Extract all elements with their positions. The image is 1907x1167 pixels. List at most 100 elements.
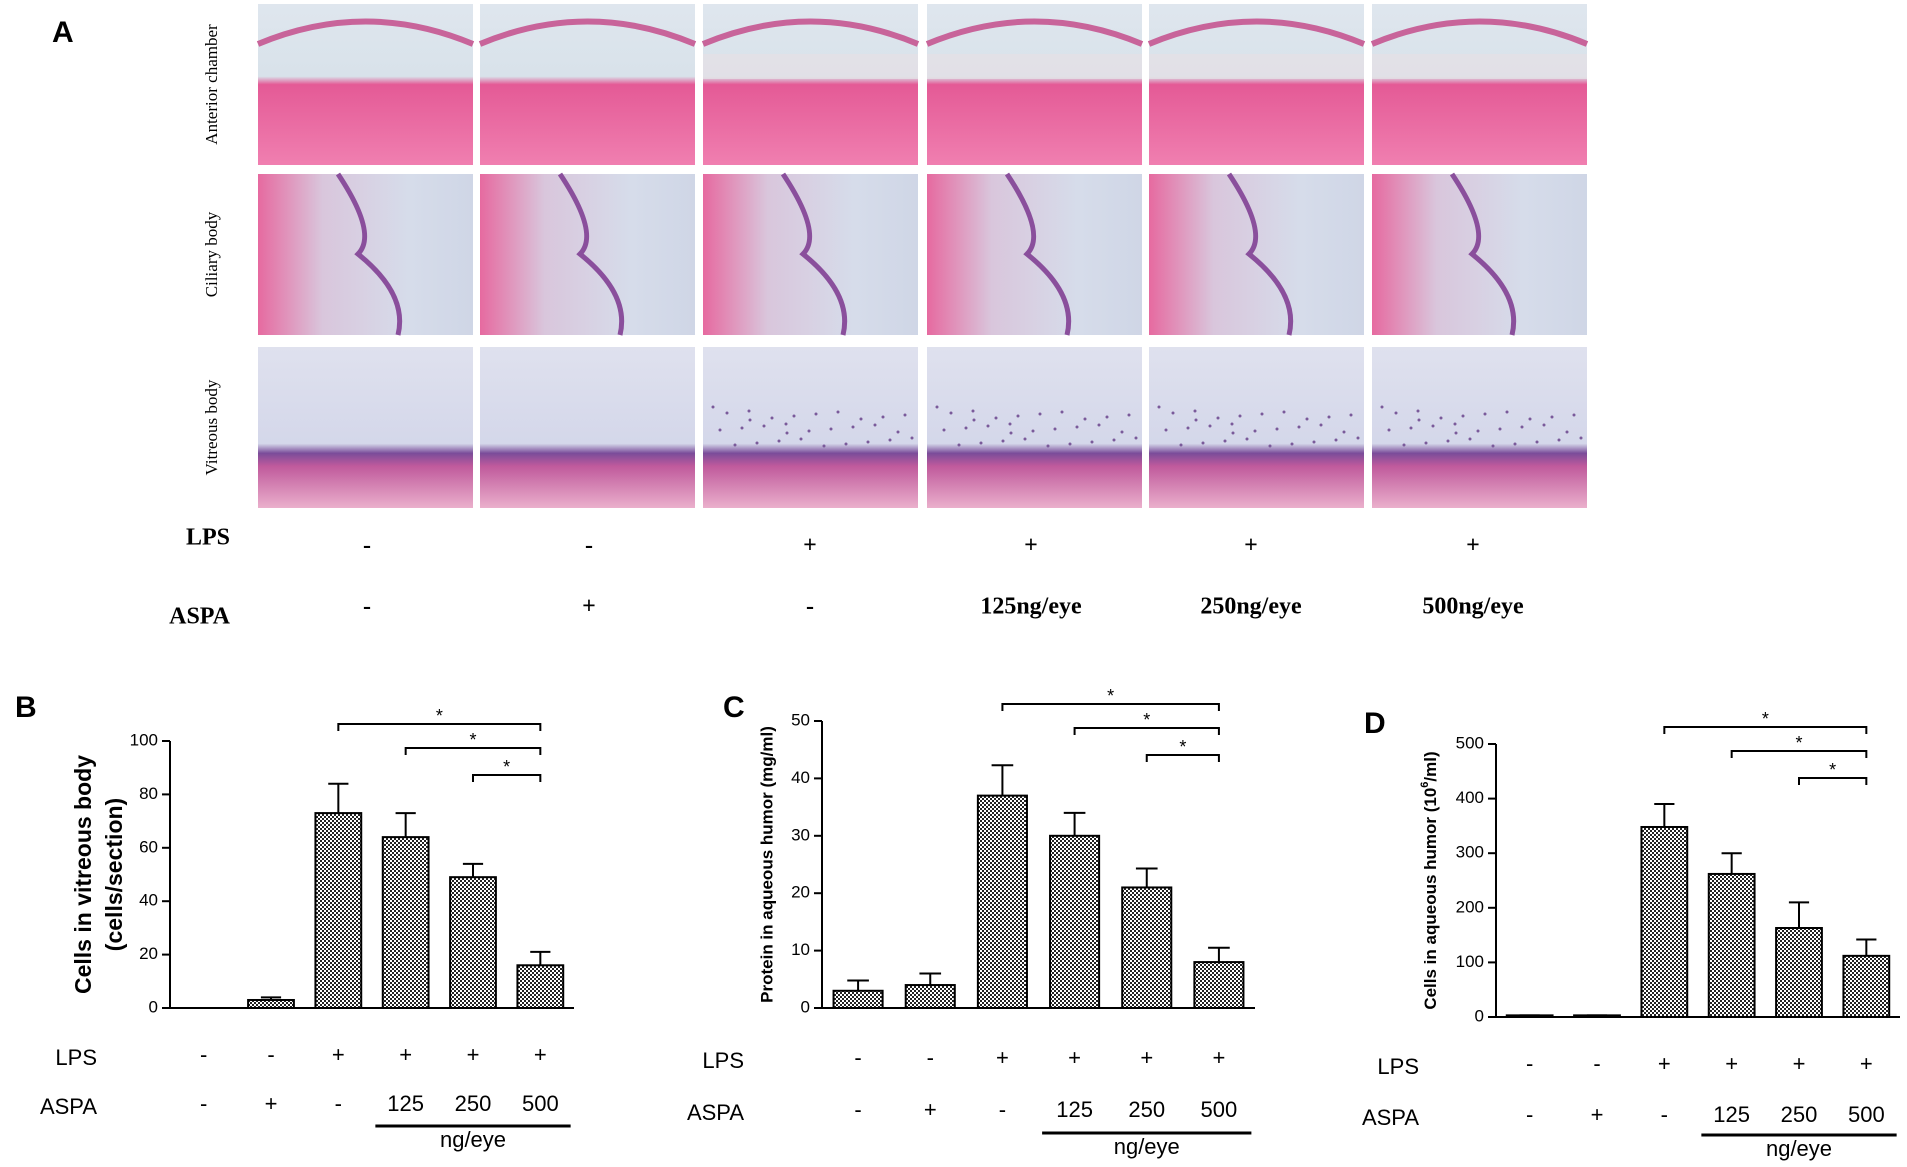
treatment-level: 250 bbox=[455, 1091, 492, 1116]
exudate bbox=[1372, 54, 1587, 79]
ciliary bbox=[1226, 172, 1294, 336]
cell bbox=[799, 437, 803, 441]
cell bbox=[1009, 431, 1013, 435]
y-tick-label: 100 bbox=[130, 730, 158, 749]
cell bbox=[1134, 436, 1138, 440]
cell bbox=[986, 424, 990, 428]
histology-image bbox=[927, 174, 1142, 335]
significance-label: * bbox=[1795, 733, 1802, 753]
cell bbox=[1380, 405, 1384, 409]
row-label: Ciliary body bbox=[202, 211, 221, 297]
treatment-level: - bbox=[267, 1042, 274, 1067]
histology-image bbox=[480, 174, 695, 335]
treatment-level: 125 bbox=[1056, 1097, 1093, 1122]
treatment-level: + bbox=[1068, 1045, 1081, 1070]
cell bbox=[770, 416, 774, 420]
treatment-level: - bbox=[806, 594, 814, 620]
significance-bracket bbox=[337, 723, 542, 731]
cell bbox=[979, 441, 983, 445]
exudate bbox=[703, 54, 918, 79]
y-tick-label: 40 bbox=[139, 891, 158, 910]
bar bbox=[449, 876, 497, 1009]
histology-image bbox=[927, 347, 1142, 508]
cell bbox=[762, 424, 766, 428]
cell bbox=[866, 440, 870, 444]
treatment-level: - bbox=[999, 1097, 1006, 1122]
superscript: 6 bbox=[1419, 782, 1431, 788]
ciliary bbox=[1449, 172, 1517, 336]
cell bbox=[1031, 429, 1035, 433]
bar bbox=[1049, 834, 1101, 1009]
cell bbox=[1112, 438, 1116, 442]
cell bbox=[711, 405, 715, 409]
cell bbox=[1097, 423, 1101, 427]
cell bbox=[777, 439, 781, 443]
cell bbox=[747, 409, 751, 413]
cell bbox=[1230, 422, 1234, 426]
histology-image bbox=[703, 347, 918, 508]
y-tick-label: 0 bbox=[149, 997, 158, 1016]
significance-label: * bbox=[1829, 760, 1836, 780]
error-bar bbox=[1208, 946, 1230, 963]
y-axis-label: Protein in aqueous humor (mg/ml) bbox=[757, 726, 776, 1003]
cell bbox=[1297, 425, 1301, 429]
cell bbox=[957, 443, 961, 447]
bar bbox=[1640, 825, 1689, 1018]
histology-image bbox=[927, 4, 1142, 165]
bar bbox=[1707, 872, 1756, 1018]
treatment-level: - bbox=[335, 1091, 342, 1116]
cell bbox=[1327, 415, 1331, 419]
cell bbox=[1157, 405, 1161, 409]
cornea bbox=[256, 18, 475, 47]
cell bbox=[1409, 426, 1413, 430]
bar bbox=[1121, 886, 1173, 1010]
y-tick-label: 80 bbox=[139, 784, 158, 803]
cornea bbox=[701, 18, 920, 47]
cell bbox=[1038, 412, 1042, 416]
cell bbox=[1201, 441, 1205, 445]
error-bar bbox=[847, 979, 869, 991]
cell bbox=[1290, 442, 1294, 446]
histology-image bbox=[1372, 347, 1587, 508]
cell bbox=[1476, 429, 1480, 433]
histology-image bbox=[1372, 174, 1587, 335]
cell bbox=[1468, 437, 1472, 441]
cell bbox=[935, 405, 939, 409]
cell bbox=[1068, 442, 1072, 446]
y-tick-label: 10 bbox=[791, 940, 810, 959]
ciliary bbox=[780, 172, 848, 336]
error-bar bbox=[1654, 803, 1675, 827]
significance-label: * bbox=[1143, 710, 1150, 730]
exudate bbox=[927, 54, 1142, 79]
cell bbox=[844, 442, 848, 446]
treatment-level: 125 bbox=[387, 1091, 424, 1116]
cell bbox=[1275, 427, 1279, 431]
significance-label: * bbox=[436, 706, 443, 726]
bar bbox=[314, 812, 363, 1010]
y-tick-label: 300 bbox=[1456, 843, 1484, 862]
error-bar bbox=[919, 972, 942, 986]
cell bbox=[1356, 436, 1360, 440]
histology-image bbox=[258, 4, 473, 165]
error-bar bbox=[260, 996, 282, 1000]
cell bbox=[755, 441, 759, 445]
error-bar bbox=[462, 862, 484, 878]
row-label: Anterior chamber bbox=[202, 24, 221, 145]
significance-bracket bbox=[1001, 703, 1220, 711]
cell bbox=[1498, 427, 1502, 431]
cell bbox=[1439, 416, 1443, 420]
treatment-level: + bbox=[996, 1045, 1009, 1070]
cell bbox=[725, 411, 729, 415]
cell bbox=[1238, 414, 1242, 418]
significance-label: * bbox=[1762, 709, 1769, 729]
cell bbox=[733, 443, 737, 447]
cell bbox=[748, 418, 752, 422]
bar bbox=[247, 998, 295, 1009]
panel-label: C bbox=[723, 691, 745, 724]
unit-label: ng/eye bbox=[440, 1127, 506, 1152]
treatment-label: LPS bbox=[702, 1048, 744, 1073]
cell bbox=[1208, 424, 1212, 428]
panel-label: D bbox=[1364, 707, 1386, 740]
cell bbox=[1053, 427, 1057, 431]
